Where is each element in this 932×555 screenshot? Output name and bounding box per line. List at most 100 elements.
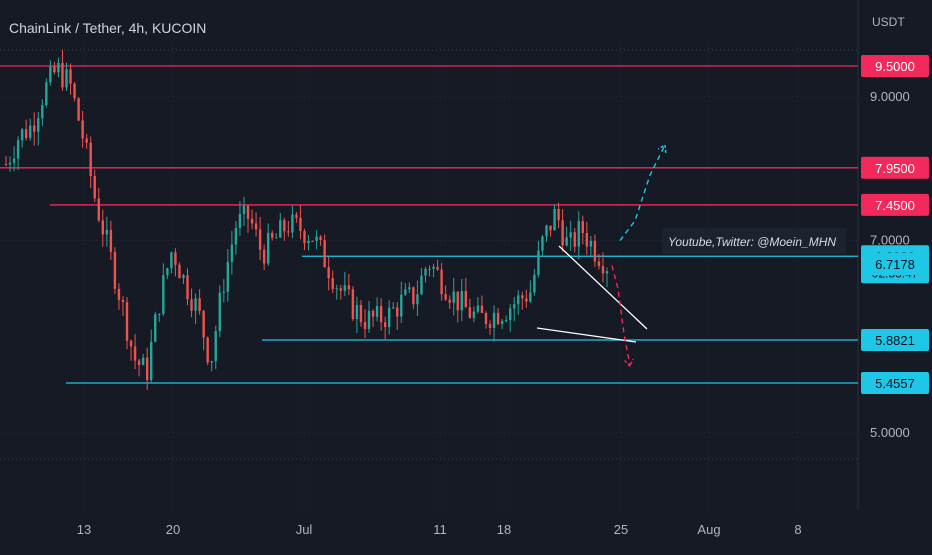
candle-body [150,341,153,381]
candle-body [500,321,504,325]
candle-body [517,295,520,305]
candle-body [101,220,105,235]
candle-body [125,302,129,341]
chart-title: ChainLink / Tether, 4h, KUCOIN [9,20,206,36]
candle-body [440,269,443,295]
currency-label: USDT [872,15,905,29]
candle-body [230,244,234,262]
candle-body [488,323,492,329]
candle-body [553,208,556,231]
candle-body [250,218,254,224]
resistance-price-tag-bg [861,156,929,179]
candle-body [61,62,64,88]
candle-body [484,312,488,324]
candle-body [537,250,540,275]
candle-body [363,322,367,329]
annotation-box [662,228,846,254]
resistance-price-tag-bg [861,55,929,77]
candle-body [258,229,262,250]
candle-body [323,240,326,268]
y-tick-label: 9.0000 [870,89,910,104]
candle-body [456,291,459,311]
x-tick-label: 8 [794,522,801,537]
candle-body [12,158,16,163]
candle-body [89,142,92,177]
x-tick-label: 20 [166,522,180,537]
candle-body [49,66,52,83]
candle-body [214,331,217,362]
candle-body [513,304,516,309]
candle-body [287,231,290,233]
x-tick-label: 13 [77,522,91,537]
candle-body [170,252,173,269]
support-price-tag-bg [861,371,929,394]
support-price-tag: 5.4557 [875,376,915,391]
candle-body [16,140,20,159]
candle-body [396,307,399,317]
candle-body [299,217,302,231]
candle-body [367,310,371,329]
candle-body [8,162,12,165]
support-price-tag-bg [861,328,929,351]
candle-body [73,83,76,99]
candle-body [166,268,169,276]
candle-body [549,225,552,231]
candle-body [117,288,121,300]
candle-body [53,66,56,73]
candle-body [569,232,572,238]
candle-body [319,236,322,241]
candle-body [383,322,387,327]
resistance-price-tag: 9.5000 [875,59,915,74]
candle-body [335,288,338,290]
candle-body [375,306,379,317]
candle-body [428,268,431,270]
candle-body [4,164,8,166]
candle-body [262,249,266,264]
candle-body [77,98,80,121]
candle-body [295,214,298,218]
grid-lines [0,0,859,510]
candle-body [154,314,157,342]
candle-body [525,298,528,302]
candle-body [145,357,149,381]
candle-body [190,299,193,311]
candle-body [371,310,375,317]
candle-body [597,261,601,267]
x-tick-label: 18 [497,522,511,537]
candle-body [202,310,205,338]
resistance-price-tag-bg [861,193,929,216]
x-tick-label: Jul [296,522,313,537]
last-price-tag: 6.7178 [875,257,915,272]
candle-body [573,232,576,247]
candle-body [29,125,32,139]
candle-body [65,69,68,88]
candle-body [545,225,548,237]
candle-body [585,233,589,247]
candle-body [472,311,476,318]
candle-body [496,312,500,325]
candle-body [400,294,403,317]
candle-body [311,240,314,242]
candle-body [436,266,439,270]
candle-body [557,208,560,221]
candle-body [327,267,330,279]
candle-body [351,289,355,319]
projection-up-path-arrowhead [657,143,667,153]
candle-body [589,240,593,247]
candle-body [279,220,282,238]
candle-body [504,320,508,322]
axes: 13 20 Jul 11 18 25 Aug 8 9.0000 7.0000 5.0000 [77,89,910,537]
candle-body [420,275,423,295]
candle-body [605,271,609,274]
candle-body [541,236,544,251]
candle-body [464,291,468,308]
y-tick-label: 5.0000 [870,425,910,440]
candle-body [45,82,48,106]
x-tick-label: 25 [614,522,628,537]
candle-body [242,205,246,214]
candle-body [246,205,250,219]
candle-body [529,292,532,302]
candle-body [226,261,230,292]
candle-body [41,105,44,119]
candle-body [186,275,189,300]
